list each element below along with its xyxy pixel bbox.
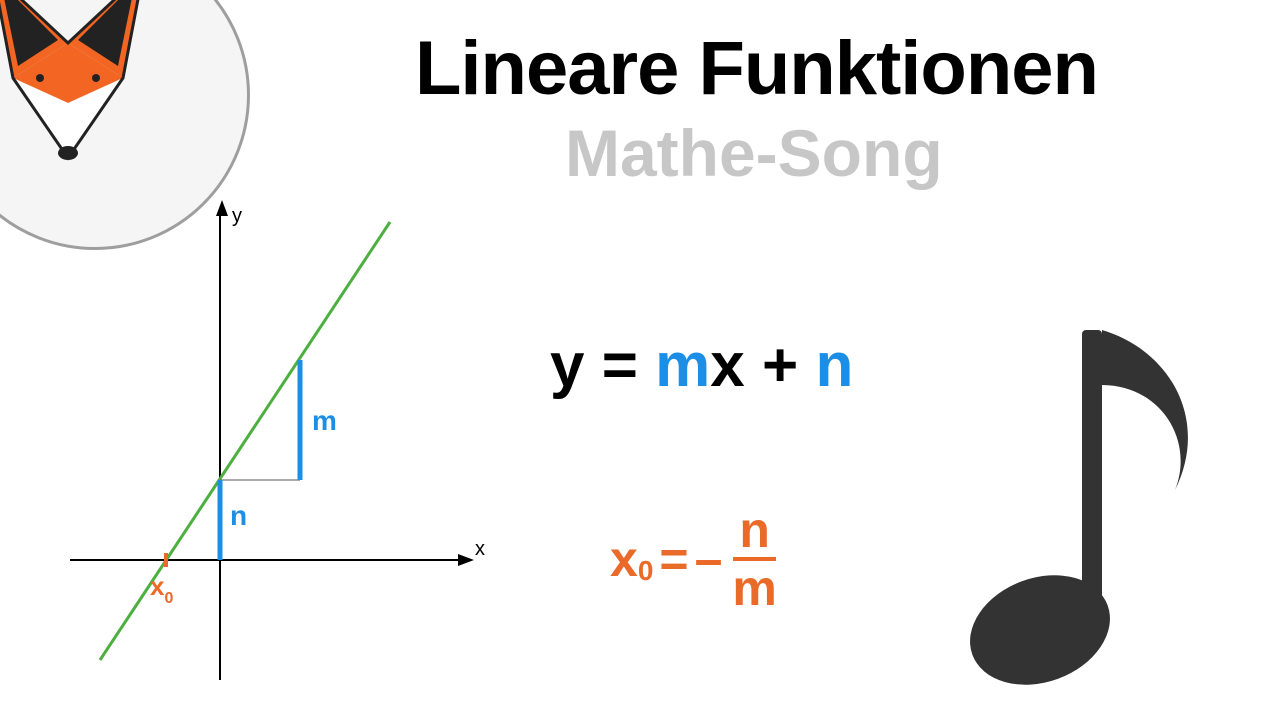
eq2-denominator: m (726, 561, 782, 613)
eq2-numerator: n (733, 505, 776, 561)
music-note-icon (940, 290, 1220, 690)
y-axis-label: y (232, 205, 242, 227)
eq1-m: m (655, 331, 710, 400)
eq2-fraction: n m (726, 505, 782, 613)
equation-root: x0 = – n m (610, 505, 783, 613)
eq2-equals: = (659, 530, 688, 588)
subtitle: Mathe-Song (565, 115, 943, 191)
fox-icon (0, 0, 168, 168)
eq1-x: x (710, 331, 744, 400)
linear-function-graph: x y m n x0 (50, 200, 500, 700)
eq2-sub0: 0 (638, 555, 654, 587)
eq1-plus: + (745, 331, 816, 400)
eq1-y: y (550, 331, 584, 400)
x0-label: x0 (150, 571, 173, 607)
main-title: Lineare Funktionen (415, 25, 1098, 112)
eq1-equals: = (584, 331, 655, 400)
equation-main: y = mx + n (550, 330, 853, 401)
linear-line (100, 222, 390, 660)
eq1-n: n (815, 331, 853, 400)
eq2-minus: – (695, 530, 723, 588)
n-label: n (230, 500, 247, 531)
x-axis-label: x (475, 538, 485, 560)
eq2-x: x (610, 530, 638, 588)
m-label: m (312, 405, 337, 436)
